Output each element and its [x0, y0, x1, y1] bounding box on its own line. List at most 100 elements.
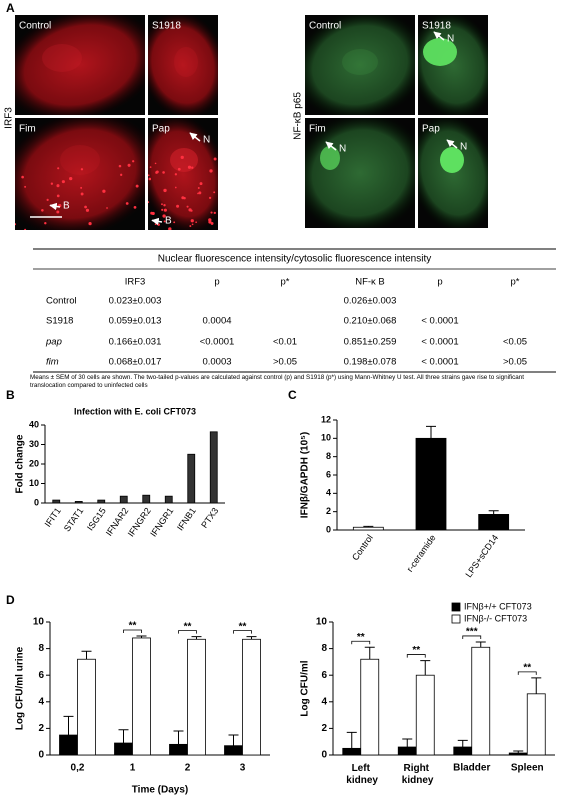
table-cell: <0.01 [273, 337, 297, 348]
bacterium [106, 207, 108, 209]
column-header: p* [511, 277, 520, 288]
marker-arrow [325, 141, 337, 151]
bacterium [191, 223, 194, 226]
error-bar [402, 738, 413, 748]
bacterium [135, 184, 139, 188]
bacterium [213, 157, 217, 161]
y-tick-label: 0 [321, 750, 327, 761]
y-tick-label: 10 [33, 617, 45, 628]
bacterium [57, 167, 60, 170]
bacterium [163, 208, 167, 212]
bar [114, 742, 133, 756]
bacterium [198, 191, 202, 195]
y-tick-label: 0 [34, 497, 39, 507]
x-tick-label: Control [350, 533, 375, 563]
micrograph [418, 15, 488, 115]
legend-swatch [451, 614, 461, 624]
bacterium [133, 205, 137, 209]
row-label: Control [46, 296, 77, 307]
cell [418, 118, 488, 228]
x-tick-label: PTX3 [199, 506, 220, 530]
marker-arrow [446, 139, 458, 149]
bacterium [162, 214, 166, 218]
bar [187, 453, 196, 504]
significance-bracket [406, 654, 426, 658]
bacterium [209, 169, 213, 173]
bacterium [80, 192, 84, 196]
y-tick-label: 12 [321, 414, 331, 424]
column-header: p [437, 277, 442, 288]
x-tick-label: IFNGR1 [148, 506, 175, 539]
x-tick-label: Right kidney [399, 763, 434, 786]
bar [526, 693, 546, 756]
bacterium [180, 155, 184, 160]
panel-label: C [288, 388, 297, 402]
significance-label: ** [239, 621, 247, 632]
x-tick-label: IFNB1 [175, 506, 198, 533]
bacterium [151, 211, 155, 216]
bacterium [41, 209, 44, 212]
image-label: Fim [19, 124, 36, 135]
y-tick-label: 6 [321, 670, 327, 681]
bacterium [118, 164, 122, 168]
bacterium [154, 223, 157, 226]
bacterium [208, 196, 212, 199]
bacterium [132, 160, 135, 163]
y-tick-label: 10 [316, 617, 328, 628]
y-tick-label: 10 [29, 478, 39, 488]
nucleus [320, 146, 340, 170]
bar [169, 743, 188, 756]
marker-arrow [433, 31, 445, 41]
cell [148, 15, 218, 115]
bacterium [199, 182, 203, 186]
bacterium [56, 184, 60, 188]
error-bar [246, 636, 257, 640]
table-cell: 0.0003 [202, 357, 231, 368]
image-label: Fim [309, 124, 326, 135]
error-bar [346, 731, 357, 749]
error-bar [475, 641, 486, 648]
bacterium [148, 177, 152, 181]
bar [342, 747, 362, 756]
significance-label: ** [357, 632, 365, 643]
bacterium [213, 191, 216, 194]
bacterium [161, 203, 163, 206]
bacterium [154, 162, 157, 165]
bar [187, 638, 206, 756]
y-tick-label: 0 [326, 524, 331, 534]
table-cell: <0.0001 [200, 337, 235, 348]
image-label: Pap [422, 124, 440, 135]
image-label: S1918 [152, 21, 181, 32]
bar [397, 746, 417, 756]
y-tick-label: 2 [326, 506, 331, 516]
stain-label: IRF3 [4, 107, 15, 129]
bacterium [120, 173, 123, 176]
bacterium [174, 173, 178, 176]
marker-label: B [165, 216, 172, 227]
bacterium [61, 180, 65, 184]
significance-bracket [462, 635, 482, 639]
bacterium [195, 221, 197, 224]
nucleus [42, 44, 82, 72]
significance-label: ** [129, 621, 137, 632]
x-tick-label: STAT1 [62, 506, 85, 534]
x-tick-label-line: Left [352, 763, 371, 774]
bacterium [183, 196, 186, 200]
nucleus [423, 38, 457, 66]
bacterium [21, 175, 24, 179]
table-cell: 0.851±0.259 [344, 337, 397, 348]
significance-bracket [351, 640, 371, 645]
significance-bracket [123, 629, 142, 633]
bar [74, 501, 83, 504]
marker-label: N [339, 144, 346, 155]
bar [360, 658, 380, 756]
bar [242, 638, 261, 756]
bacterium [213, 211, 216, 215]
nucleus [170, 148, 198, 172]
column-header: p* [281, 277, 290, 288]
chart-title: Infection with E. coli CFT073 [74, 406, 196, 416]
cell [15, 118, 145, 230]
image-label: Control [309, 21, 341, 32]
error-bar [426, 425, 436, 439]
